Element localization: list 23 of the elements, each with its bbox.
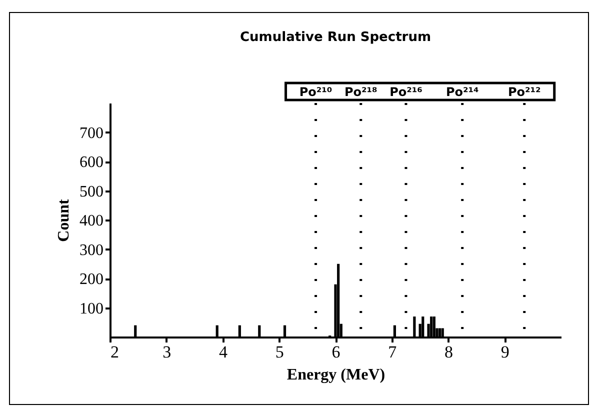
y-axis-title: Count [56,198,72,242]
y-tick-label: 100 [80,300,104,318]
ref-line-label: Po²¹⁴ [446,85,479,99]
y-tick-label: 400 [80,212,104,230]
x-tick-label: 6 [332,342,340,362]
y-tick-label: 300 [80,242,104,259]
y-tick-label: 200 [80,271,104,288]
x-tick-label: 9 [500,342,510,362]
ref-line-label: Po²¹² [508,85,541,99]
ref-line-label: Po²¹⁸ [344,85,378,99]
ref-line-label: Po²¹⁶ [390,85,422,99]
x-tick-label: 8 [444,342,453,362]
y-tick-label: 500 [80,183,104,200]
x-tick-label: 2 [110,342,119,362]
x-tick-label: 5 [275,342,284,362]
y-tick-label: 700 [80,124,104,142]
x-tick-label: 4 [219,342,228,362]
y-tick-label: 600 [80,154,104,171]
x-axis-title: Energy (MeV) [286,366,386,384]
ref-line-label: Po²¹⁰ [299,85,332,99]
chart-title: Cumulative Run Spectrum [240,30,431,45]
x-tick-label: 7 [388,342,398,362]
x-tick-label: 3 [162,342,172,362]
